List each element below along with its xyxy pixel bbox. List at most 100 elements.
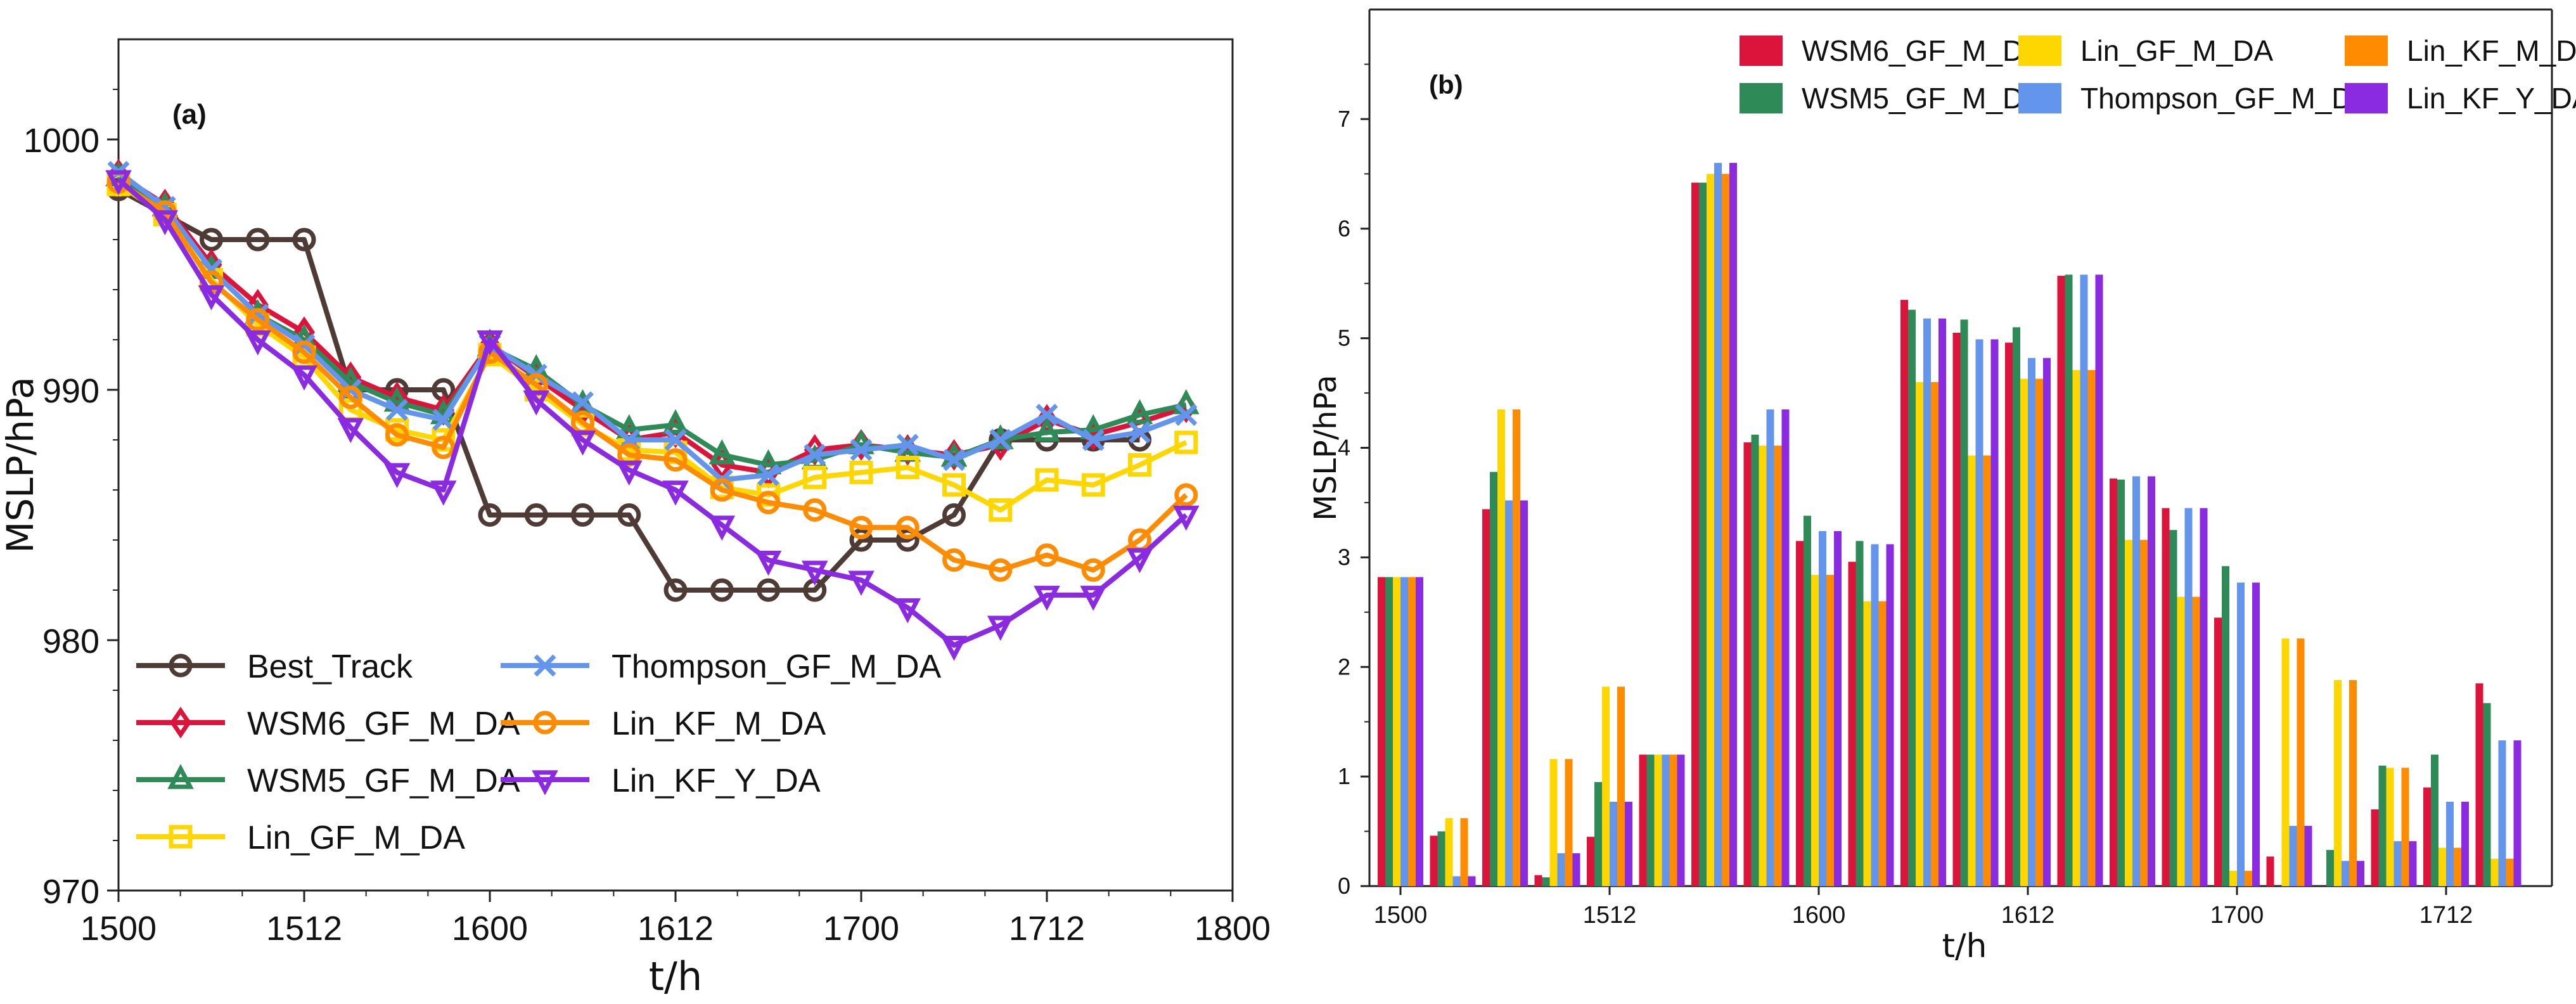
bar	[1490, 472, 1497, 886]
bar	[1908, 309, 1916, 886]
series-thompson-gf-m-da	[107, 160, 1198, 491]
data-point	[757, 578, 780, 602]
bar	[1826, 575, 1834, 886]
bar	[1804, 515, 1811, 886]
bar	[2304, 825, 2312, 886]
data-point	[942, 473, 966, 497]
legend-label: Lin_GF_M_DA	[2080, 34, 2274, 67]
bar	[2431, 754, 2438, 886]
x-tick-label: 1600	[1792, 902, 1846, 929]
bar	[2020, 378, 2028, 886]
data-point	[803, 498, 827, 522]
bar	[2513, 740, 2522, 886]
bar	[2409, 841, 2417, 886]
bar	[2140, 539, 2148, 886]
data-point	[943, 449, 965, 472]
bar	[1572, 853, 1580, 886]
bar	[2005, 342, 2013, 886]
bar	[1445, 818, 1453, 886]
data-point	[987, 615, 1014, 641]
marker-stroke	[943, 449, 965, 472]
bar	[2072, 370, 2080, 886]
bar	[2498, 740, 2506, 886]
marker-stroke	[1129, 421, 1151, 444]
bar	[2334, 679, 2342, 886]
x-tick-label: 1512	[266, 910, 342, 948]
bar	[1691, 183, 1699, 887]
legend-item: Lin_GF_M_DA	[136, 820, 465, 856]
bar	[1796, 541, 1804, 886]
data-point	[664, 428, 687, 451]
data-point	[1128, 453, 1151, 477]
bar	[2192, 596, 2200, 886]
bar	[1416, 577, 1423, 886]
bar	[1625, 801, 1632, 886]
bar	[2035, 378, 2043, 886]
x-tick-label: 1712	[2419, 902, 2473, 929]
data-point	[710, 578, 734, 602]
bar	[1505, 500, 1513, 886]
bar	[1855, 541, 1864, 886]
data-point	[292, 340, 316, 364]
bar	[2125, 539, 2132, 886]
legend-label: Lin_GF_M_DA	[247, 820, 465, 856]
data-point	[894, 598, 921, 624]
y-tick-label: 980	[42, 622, 99, 660]
bar	[1811, 575, 1819, 886]
data-point	[1034, 586, 1060, 611]
legend-label: Lin_KF_M_DA	[612, 705, 826, 742]
data-point	[338, 385, 362, 409]
marker-stroke	[757, 463, 779, 486]
data-point	[244, 330, 271, 356]
bar-group	[1691, 163, 1737, 887]
bar	[1751, 434, 1759, 886]
data-point	[1129, 421, 1151, 444]
data-point	[989, 428, 1012, 451]
marker-stroke	[896, 434, 919, 456]
bar	[2080, 274, 2088, 886]
x-axis-title: t/h	[1942, 927, 1987, 965]
bar-group	[1482, 409, 1528, 886]
bar	[2483, 703, 2491, 886]
data-point	[757, 491, 780, 515]
data-point	[523, 390, 550, 416]
bar-group	[2266, 638, 2312, 886]
bar	[1975, 339, 1983, 886]
marker-stroke	[1082, 428, 1105, 451]
bar	[2252, 582, 2260, 886]
y-tick-label: 5	[1338, 325, 1350, 351]
bar-group	[1743, 409, 1790, 886]
bar	[2229, 870, 2237, 886]
bar-group	[1378, 577, 1423, 886]
bar	[2378, 765, 2387, 886]
bar	[2461, 801, 2469, 886]
legend-marker	[533, 711, 557, 735]
data-point	[1035, 404, 1058, 426]
data-point	[663, 578, 688, 602]
line-chart-panel: 970 980 990 1000 1500 1512 1600 1612 1700 1712 180…	[0, 38, 1271, 1000]
bar-group	[2005, 327, 2051, 886]
data-point	[755, 550, 782, 576]
bar	[2148, 476, 2155, 886]
y-tick-label: 970	[42, 873, 99, 911]
bar	[2110, 478, 2117, 886]
legend-marker	[532, 770, 558, 795]
bar	[1766, 409, 1774, 886]
data-point	[942, 503, 966, 527]
data-point	[1081, 558, 1105, 582]
bar-group	[2214, 566, 2260, 886]
bar	[1886, 544, 1894, 886]
bar-group	[2057, 274, 2103, 886]
data-point	[1081, 473, 1105, 497]
data-point	[617, 503, 641, 527]
legend-item: Lin_KF_Y_DA	[2345, 82, 2576, 115]
data-point	[989, 498, 1013, 522]
bar	[1639, 754, 1647, 886]
legend-item: Lin_KF_M_DA	[501, 705, 826, 742]
data-point	[1126, 399, 1153, 425]
bar	[1602, 686, 1610, 886]
legend-swatch	[2018, 35, 2061, 66]
data-point	[524, 503, 548, 527]
x-tick-label: 1712	[1009, 910, 1085, 948]
bar	[1878, 601, 1887, 886]
